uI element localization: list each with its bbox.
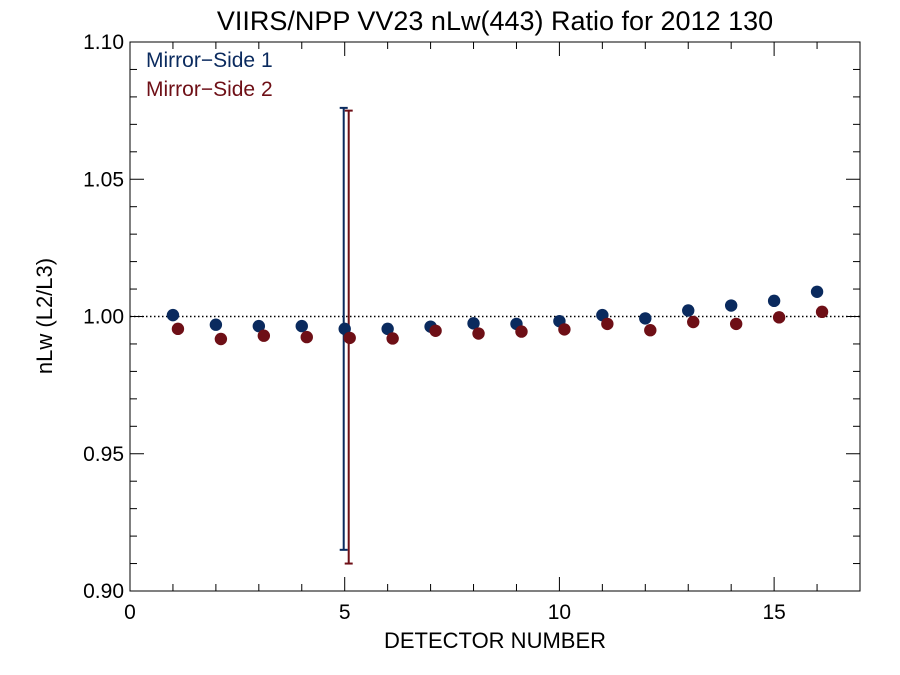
data-point-series-2 [386,332,399,345]
y-tick-label: 1.05 [83,168,124,191]
data-point-series-1 [209,318,223,331]
axis-ticks: 0 5 10 15 0.90 0.95 1.00 1.05 1.10 [83,31,861,624]
data-point-series-1 [166,308,180,322]
legend-series-2: Mirror−Side 2 [146,78,273,101]
y-tick-label: 1.10 [83,31,124,54]
data-point-series-2 [815,305,829,319]
y-axis-label: nLw (L2/L3) [32,258,57,374]
data-point-series-2 [300,330,313,344]
data-point-series-1 [810,285,824,298]
data-point-series-1 [767,294,781,308]
chart-title: VIIRS/NPP VV23 nLw(443) Ratio for 2012 1… [217,6,773,36]
x-tick-label: 15 [762,601,785,624]
data-point-series-1 [724,299,738,312]
data-point-series-2 [257,329,271,342]
legend: Mirror−Side 1 Mirror−Side 2 [146,49,273,101]
data-point-series-2 [772,311,786,324]
data-point-series-1 [639,312,652,325]
y-tick-label: 1.00 [83,306,124,329]
data-point-series-2 [214,332,228,346]
data-point-series-2 [558,323,571,336]
x-tick-label: 10 [548,601,571,624]
data-point-series-2 [343,331,356,345]
data-point-series-1 [295,319,308,333]
data-point-series-1 [338,322,351,336]
data-point-series-1 [381,322,394,336]
x-tick-label: 5 [339,601,351,624]
x-axis-label: DETECTOR NUMBER [384,628,606,653]
y-tick-label: 0.90 [83,580,124,603]
data-point-series-2 [601,317,614,331]
data-point-series-1 [682,304,695,317]
data-point-series-2 [729,317,743,331]
x-tick-label: 0 [124,601,136,624]
data-point-series-2 [171,322,185,336]
data-point-series-2 [687,315,700,329]
data-point-series-1 [467,317,480,330]
legend-series-1: Mirror−Side 1 [146,49,273,72]
y-tick-label: 0.95 [83,443,124,466]
data-point-series-2 [644,324,657,337]
data-point-series-2 [429,324,442,337]
data-point-series-1 [252,319,266,333]
data-point-series-2 [472,327,485,340]
data-point-series-2 [515,325,528,338]
data-points [166,285,829,346]
